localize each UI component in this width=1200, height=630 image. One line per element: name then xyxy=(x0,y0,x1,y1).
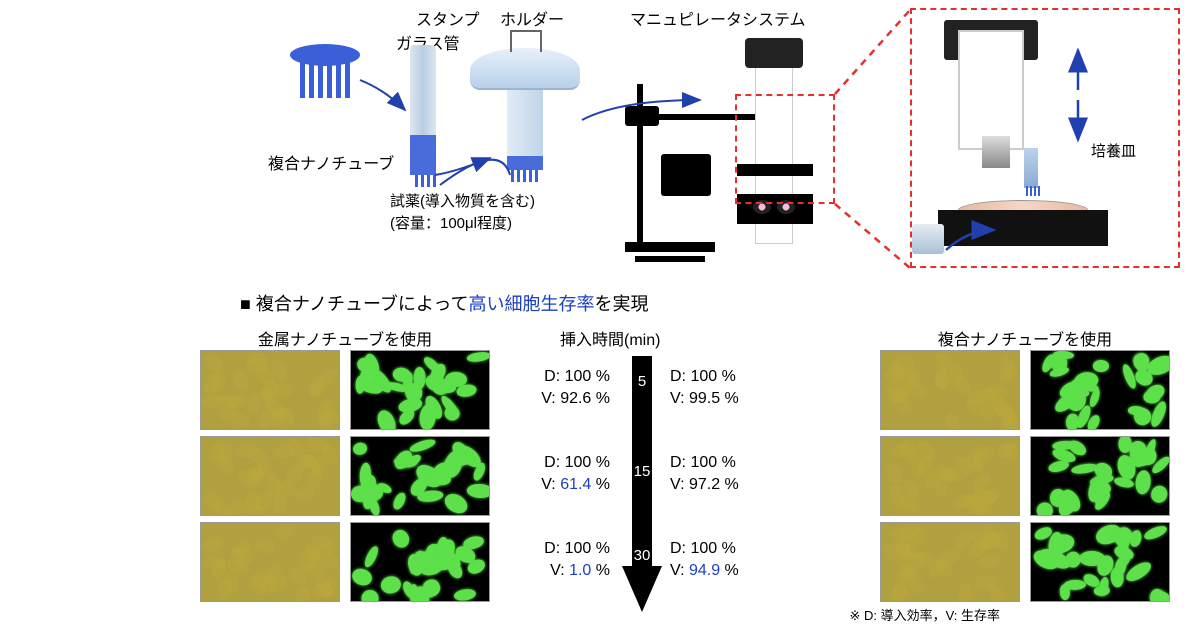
comparison-section: ■ ■ 複合ナノチューブによって 複合ナノチューブによって高い細胞生存率を実現 … xyxy=(0,290,1200,630)
col-right-title: 複合ナノチューブを使用 xyxy=(880,326,1170,350)
time-axis-label: 挿入時間(min) xyxy=(560,326,660,350)
fluorescence-image xyxy=(1030,350,1170,430)
brightfield-image xyxy=(880,436,1020,516)
fluorescence-image xyxy=(350,436,490,516)
svg-text:15: 15 xyxy=(634,463,651,480)
fluorescence-image xyxy=(350,350,490,430)
left-micrograph-column xyxy=(200,350,490,608)
left-data-values: D: 100 %V: 92.6 % D: 100 %V: 61.4 % D: 1… xyxy=(520,348,610,606)
dash-connectors xyxy=(0,0,1200,280)
fluorescence-image xyxy=(1030,436,1170,516)
brightfield-image xyxy=(880,522,1020,602)
brightfield-image xyxy=(200,522,340,602)
schematic-diagram: スタンプ ホルダー マニュピレータシステム ガラス管 複合ナノチューブ 試薬(導… xyxy=(0,0,1200,290)
brightfield-image xyxy=(200,350,340,430)
footnote: ※ D: 導入効率，V: 生存率 xyxy=(849,605,1000,624)
headline-suffix: を実現 xyxy=(594,294,648,314)
brightfield-image xyxy=(200,436,340,516)
fluorescence-image xyxy=(1030,522,1170,602)
right-micrograph-column xyxy=(880,350,1170,608)
time-arrow-icon: 5 15 30 xyxy=(622,356,662,616)
right-data-values: D: 100 %V: 99.5 % D: 100 %V: 97.2 % D: 1… xyxy=(670,348,760,606)
brightfield-image xyxy=(880,350,1020,430)
svg-text:5: 5 xyxy=(638,373,646,390)
col-left-title: 金属ナノチューブを使用 xyxy=(200,326,490,350)
svg-text:30: 30 xyxy=(634,547,651,564)
headline-hi: 高い細胞生存率 xyxy=(468,294,594,314)
fluorescence-image xyxy=(350,522,490,602)
headline: ■ ■ 複合ナノチューブによって 複合ナノチューブによって高い細胞生存率を実現 xyxy=(240,290,648,316)
